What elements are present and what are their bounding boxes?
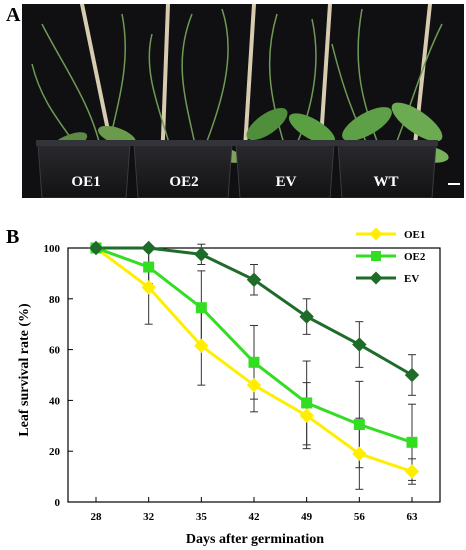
x-tick-label: 35 [196, 511, 208, 523]
y-tick-label: 80 [49, 294, 61, 306]
x-tick-label: 28 [91, 511, 103, 523]
data-point-oe1 [352, 446, 367, 461]
data-point-ev [246, 272, 262, 287]
x-tick-label: 49 [301, 511, 313, 523]
pots [36, 140, 438, 198]
data-point-oe2 [248, 356, 260, 368]
leaf-survival-chart: 0 20 40 60 80 100 28 32 35 42 49 56 63 OE1 OE2 EV Leaf… [17, 227, 441, 547]
data-point-oe1 [246, 377, 262, 393]
legend-marker [369, 227, 383, 241]
plant-label-ev: EV [276, 174, 297, 190]
data-point-oe2 [353, 419, 365, 431]
legend-label: EV [404, 273, 419, 285]
plant-photograph: OE1 OE2 EV WT [22, 4, 464, 198]
x-tick-label: 32 [143, 511, 155, 523]
y-tick-label: 0 [55, 497, 61, 509]
x-tick-label: 42 [249, 511, 261, 523]
plant-label-oe2: OE2 [169, 174, 198, 190]
data-point-oe1 [141, 280, 156, 295]
data-point-oe2 [143, 261, 155, 273]
data-point-oe1 [299, 408, 314, 423]
legend-label: OE2 [404, 251, 426, 263]
data-point-ev [352, 337, 367, 352]
legend-label: OE1 [404, 229, 425, 241]
x-axis-label: Days after germination [186, 532, 324, 547]
panel-b-letter: B [6, 226, 20, 248]
series-markers [88, 240, 420, 479]
data-point-ev [299, 309, 314, 324]
data-point-ev [194, 247, 209, 262]
chart-axes: 0 20 40 60 80 100 28 32 35 42 49 56 63 [44, 243, 441, 523]
data-point-ev [88, 240, 104, 256]
y-tick-label: 20 [49, 446, 61, 458]
panel-a-letter: A [6, 4, 21, 26]
y-tick-label: 100 [44, 243, 61, 255]
y-tick-label: 60 [49, 345, 61, 357]
x-tick-label: 63 [407, 511, 419, 523]
data-point-oe2 [406, 436, 418, 448]
x-tick-label: 56 [354, 511, 366, 523]
legend-marker [371, 251, 381, 261]
data-point-ev [404, 367, 420, 383]
data-point-ev [141, 240, 156, 256]
y-tick-label: 40 [49, 395, 61, 407]
data-point-oe1 [194, 338, 209, 353]
legend-marker [369, 271, 383, 285]
chart-legend: OE1 OE2 EV [356, 227, 426, 285]
data-point-oe2 [301, 397, 313, 409]
data-point-oe1 [404, 464, 420, 479]
data-point-oe2 [195, 302, 207, 314]
y-axis-label: Leaf survival rate (%) [17, 303, 32, 437]
plant-label-wt: WT [373, 174, 398, 190]
plant-label-oe1: OE1 [71, 174, 100, 190]
